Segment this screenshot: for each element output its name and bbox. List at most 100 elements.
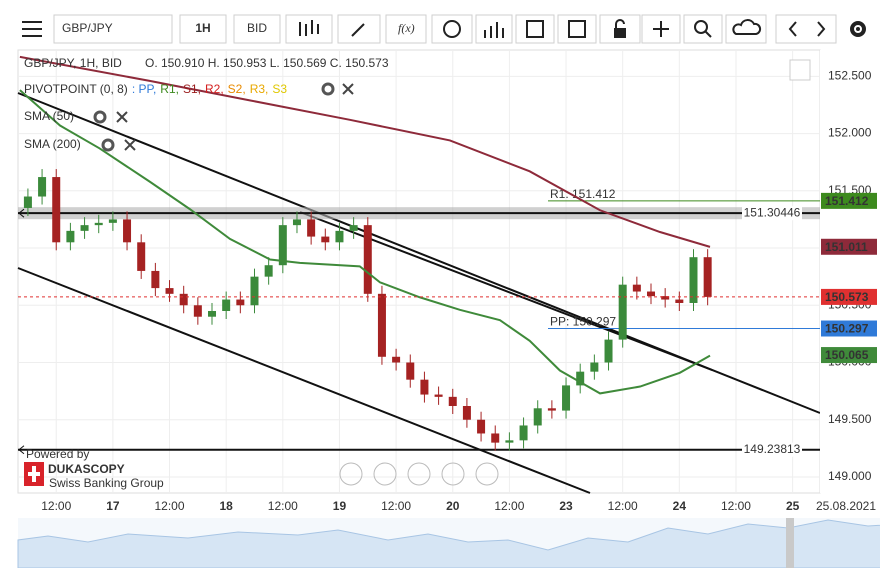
menu-button[interactable] [22, 21, 42, 37]
settings-icon[interactable] [93, 110, 107, 124]
candle-body [689, 257, 698, 303]
period-button[interactable] [179, 14, 227, 44]
x-tick-label: 12:00 [268, 499, 298, 513]
price-tag [821, 192, 877, 209]
powered-by: Powered by [26, 447, 89, 461]
candle-body [519, 425, 528, 441]
candle-body [278, 225, 287, 266]
candle-body [477, 419, 486, 434]
brand-tagline: Swiss Banking Group [49, 476, 164, 490]
remove-icon[interactable] [116, 111, 128, 123]
pivot-item: R1, [160, 82, 179, 96]
x-tick-label: 12:00 [608, 499, 638, 513]
x-tick-label: 12:00 [155, 499, 185, 513]
candle-body [420, 379, 429, 395]
x-tick-label: 12:00 [41, 499, 71, 513]
candle-body [321, 236, 330, 243]
price-tag-label: 151.412 [825, 194, 869, 208]
sma-legend: SMA (50) [24, 109, 74, 123]
x-tick-label: 19 [333, 499, 347, 513]
news-icon [568, 20, 586, 38]
candle-body [307, 219, 316, 237]
info-button[interactable] [431, 14, 473, 44]
y-tick-label: 149.500 [828, 412, 872, 426]
indicator-button[interactable] [385, 14, 427, 44]
settings-button[interactable] [850, 21, 866, 37]
axis-layer: 149.000149.500150.000150.500151.000151.5… [41, 69, 877, 513]
pivot-title: PIVOTPOINT (0, 8) [24, 82, 128, 96]
zoom-handle [704, 30, 712, 38]
candle-body [363, 225, 372, 294]
chart-type-icon [299, 20, 319, 36]
x-tick-label: 24 [673, 499, 687, 513]
price-tag [821, 320, 877, 337]
zoom-controls[interactable] [339, 462, 499, 486]
side-label: BID [247, 21, 267, 35]
candle-body [562, 385, 571, 411]
bars-icon [484, 22, 504, 38]
y-tick-label: 149.000 [828, 469, 872, 483]
remove-icon[interactable] [124, 139, 136, 151]
candle-body [80, 225, 89, 231]
pivot-item: S3 [272, 82, 287, 96]
candle-body [222, 299, 231, 311]
x-tick-label: 17 [106, 499, 120, 513]
news-button[interactable] [557, 14, 597, 44]
channel-lower [17, 267, 591, 494]
price-tag-label: 150.573 [825, 290, 869, 304]
sma-legend: SMA (200) [24, 137, 81, 151]
x-tick-label: 25 [786, 499, 800, 513]
candle-body [236, 299, 245, 306]
lock-shackle [615, 19, 625, 28]
line-arrow [18, 445, 25, 455]
candle-body [533, 408, 542, 426]
candle-body [349, 225, 358, 231]
candle-body [703, 257, 712, 297]
symbol-button[interactable] [53, 14, 173, 44]
candle-body [66, 230, 75, 243]
candle-body [165, 288, 174, 294]
line-label-bg [742, 442, 802, 457]
candle-body [23, 196, 32, 208]
candle-body [292, 219, 301, 226]
candle-body [179, 293, 188, 306]
navigator-handle[interactable] [786, 518, 794, 568]
candle-body [137, 242, 146, 271]
price-tag [821, 288, 877, 305]
chart-type-button[interactable] [285, 14, 333, 44]
candle-body [52, 177, 61, 243]
pivot-item: S1, [183, 82, 201, 96]
candle-body [647, 291, 656, 297]
info-icon [443, 20, 461, 38]
candle-body [434, 394, 443, 397]
candle-body [675, 299, 684, 303]
ohlc-line: O. 150.910 H. 150.953 L. 150.569 C. 150.… [145, 56, 389, 70]
price-tag [821, 347, 877, 364]
candle-body [576, 371, 585, 386]
volume-button[interactable] [475, 14, 513, 44]
pivot-item: R3, [250, 82, 269, 96]
side-button[interactable] [233, 14, 281, 44]
candle-body [462, 406, 471, 420]
candle-body [108, 219, 117, 223]
settings-icon[interactable] [101, 138, 115, 152]
settings-icon[interactable] [321, 82, 335, 96]
expand-button[interactable] [789, 59, 811, 81]
pivot-label: PP: 150.297 [550, 315, 616, 329]
nav-arrows [788, 21, 826, 37]
candle-body [193, 305, 202, 317]
nav-buttons[interactable] [775, 14, 837, 44]
brand-name: DUKASCOPY [48, 462, 125, 476]
calendar-button[interactable] [515, 14, 555, 44]
candle-body [406, 362, 415, 380]
crosshair-icon [653, 21, 669, 37]
price-tag-label: 150.297 [825, 322, 869, 336]
zoom-button[interactable] [683, 14, 723, 44]
candle-body [250, 276, 259, 306]
pivot-item: S2, [228, 82, 246, 96]
candle-body [661, 296, 670, 300]
line-label: 149.23813 [744, 442, 801, 456]
remove-icon[interactable] [342, 83, 354, 95]
